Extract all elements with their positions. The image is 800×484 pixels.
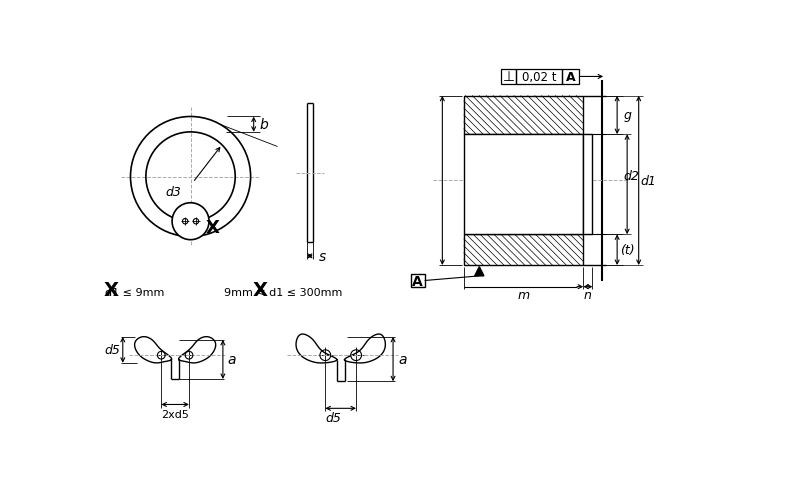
Bar [583,135,593,235]
Text: A: A [566,71,576,84]
Text: X: X [104,281,118,300]
Bar [464,135,583,235]
Bar [464,96,583,135]
Circle shape [172,203,209,240]
Text: a: a [398,352,406,366]
Text: n: n [584,288,592,301]
Text: m: m [518,288,530,301]
Text: d5: d5 [104,344,120,357]
Text: s: s [318,249,326,263]
Text: X: X [205,219,219,237]
Bar [464,235,583,266]
Text: d3: d3 [166,186,182,199]
Text: d2: d2 [623,169,639,182]
Polygon shape [474,267,484,276]
Text: 9mm < d1 ≤ 300mm: 9mm < d1 ≤ 300mm [224,287,342,298]
Text: 0,02 t: 0,02 t [522,71,557,84]
Bar [562,70,579,85]
Text: a: a [228,353,236,367]
Text: d1 ≤ 9mm: d1 ≤ 9mm [105,287,164,298]
Text: d5: d5 [326,411,341,424]
Text: (t): (t) [620,244,634,257]
Text: d1: d1 [640,175,656,187]
Bar [464,96,583,135]
Text: g: g [623,109,631,122]
Bar [464,235,583,266]
Text: A: A [412,274,423,288]
Text: 2xd5: 2xd5 [162,409,189,419]
Bar [501,70,516,85]
Text: b: b [259,118,268,132]
Bar [410,274,425,288]
Text: ⊥: ⊥ [502,70,514,84]
Text: X: X [252,281,267,300]
Bar [516,70,562,85]
